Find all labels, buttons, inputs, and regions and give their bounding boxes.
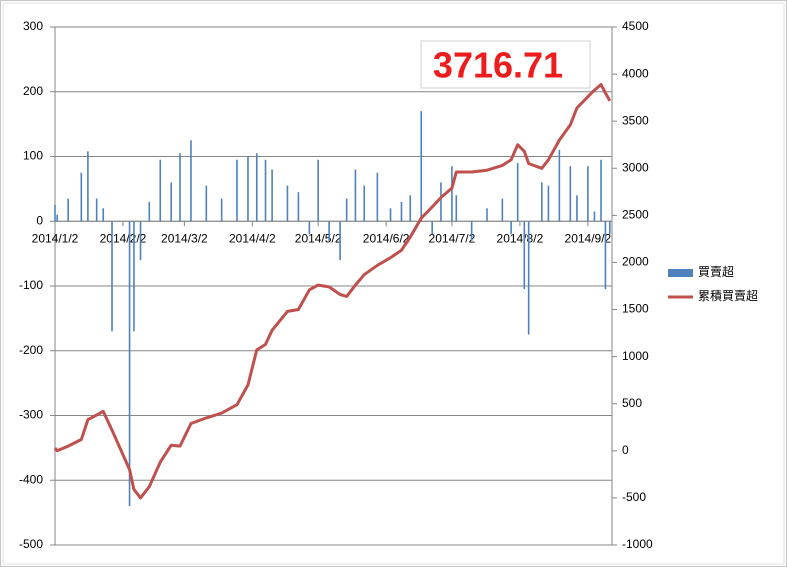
legend-swatch <box>668 269 693 277</box>
x-tick-label: 2014/1/2 <box>32 231 79 245</box>
bar <box>409 195 412 222</box>
legend-label: 買賣超 <box>698 264 734 279</box>
bar <box>87 151 89 222</box>
bar <box>317 159 319 222</box>
x-tick-label: 2014/2/2 <box>100 231 147 245</box>
bar <box>286 185 289 222</box>
bar <box>179 153 181 222</box>
bar <box>308 221 311 235</box>
bar <box>159 159 162 222</box>
y-tick-label: -100 <box>19 278 43 292</box>
bar <box>451 166 453 222</box>
bar <box>576 195 578 222</box>
bar <box>523 221 526 290</box>
y-tick-label: -200 <box>19 343 43 357</box>
y-tick-label: -500 <box>19 537 43 551</box>
bar <box>593 211 596 222</box>
line <box>53 83 612 500</box>
y2-tick-label: 2500 <box>622 208 649 222</box>
bar <box>255 153 258 222</box>
y-tick-label: 200 <box>23 84 43 98</box>
y2-tick-label: 3500 <box>622 113 649 127</box>
y2-tick-label: 4000 <box>622 66 649 80</box>
bar <box>558 150 561 222</box>
bar <box>67 198 69 222</box>
y2-tick-label: -1000 <box>622 537 653 551</box>
x-tick-label: 2014/9/2 <box>565 231 612 245</box>
bar <box>363 185 366 222</box>
bar <box>128 221 131 507</box>
y2-tick-label: 2000 <box>622 255 649 269</box>
bar <box>486 208 488 222</box>
bar <box>587 166 589 222</box>
bar <box>376 172 379 222</box>
bar <box>440 182 442 222</box>
bar <box>569 166 572 222</box>
bar <box>547 185 550 222</box>
bar <box>264 159 267 222</box>
bar <box>345 198 348 222</box>
y2-tick-label: 1000 <box>622 349 649 363</box>
bar <box>139 221 142 261</box>
bar <box>236 159 238 222</box>
bar <box>541 182 543 222</box>
bar <box>133 221 135 332</box>
x-tick-label: 2014/5/2 <box>295 231 342 245</box>
bar <box>510 221 512 235</box>
bar <box>600 159 602 222</box>
bar <box>516 162 519 222</box>
annotation-box <box>420 40 591 89</box>
x-tick-label: 2014/3/2 <box>161 231 208 245</box>
bar <box>431 221 433 235</box>
y-tick-label: -400 <box>19 472 43 486</box>
bar <box>148 201 151 222</box>
y-tick-label: 0 <box>36 213 43 227</box>
x-tick-label: 2014/7/2 <box>429 231 476 245</box>
bar <box>111 221 113 332</box>
bar <box>205 185 208 222</box>
bar <box>220 198 223 222</box>
annotation: 3716.71 <box>433 45 563 86</box>
bar <box>95 198 98 222</box>
x-tick-label: 2014/4/2 <box>229 231 276 245</box>
bar <box>247 156 249 222</box>
y-tick-label: 100 <box>23 149 43 163</box>
legend-label: 累積買賣超 <box>698 288 758 303</box>
bar <box>470 221 473 241</box>
y2-tick-label: -500 <box>622 490 646 504</box>
y-tick-label: -300 <box>19 408 43 422</box>
bar <box>56 214 58 222</box>
bar <box>604 221 607 290</box>
bar <box>170 182 173 222</box>
bar <box>339 221 341 261</box>
bar <box>271 169 273 222</box>
x-tick-label: 2014/8/2 <box>497 231 544 245</box>
y2-tick-label: 4500 <box>622 19 649 33</box>
y-tick-label: 300 <box>23 19 43 33</box>
bar <box>190 140 192 222</box>
bar <box>102 208 105 222</box>
bar <box>400 201 403 222</box>
bar <box>389 208 392 222</box>
bar <box>420 111 423 222</box>
bar <box>609 221 611 235</box>
y2-tick-label: 3000 <box>622 160 649 174</box>
bar <box>501 198 504 222</box>
x-tick-label: 2014/6/2 <box>363 231 410 245</box>
y2-tick-label: 500 <box>622 396 642 410</box>
y2-tick-label: 1500 <box>622 302 649 316</box>
bar <box>80 172 83 222</box>
y2-tick-label: 0 <box>622 443 629 457</box>
bar <box>297 192 300 222</box>
bar <box>354 169 357 222</box>
bar <box>455 195 458 222</box>
bar <box>527 221 530 335</box>
bar <box>54 205 56 222</box>
bar <box>328 221 330 241</box>
